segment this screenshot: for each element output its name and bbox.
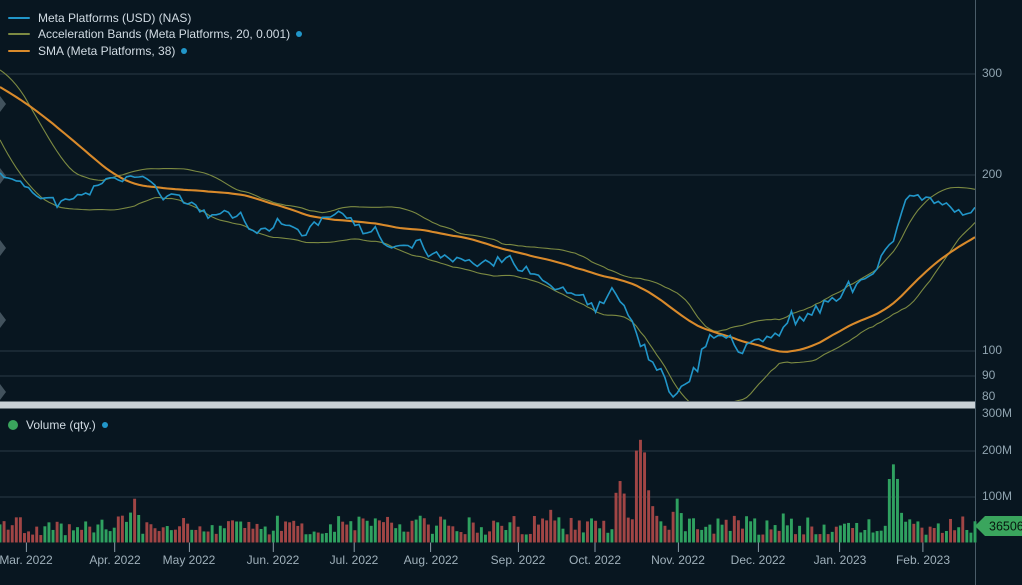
svg-text:36506: 36506 bbox=[989, 520, 1022, 534]
